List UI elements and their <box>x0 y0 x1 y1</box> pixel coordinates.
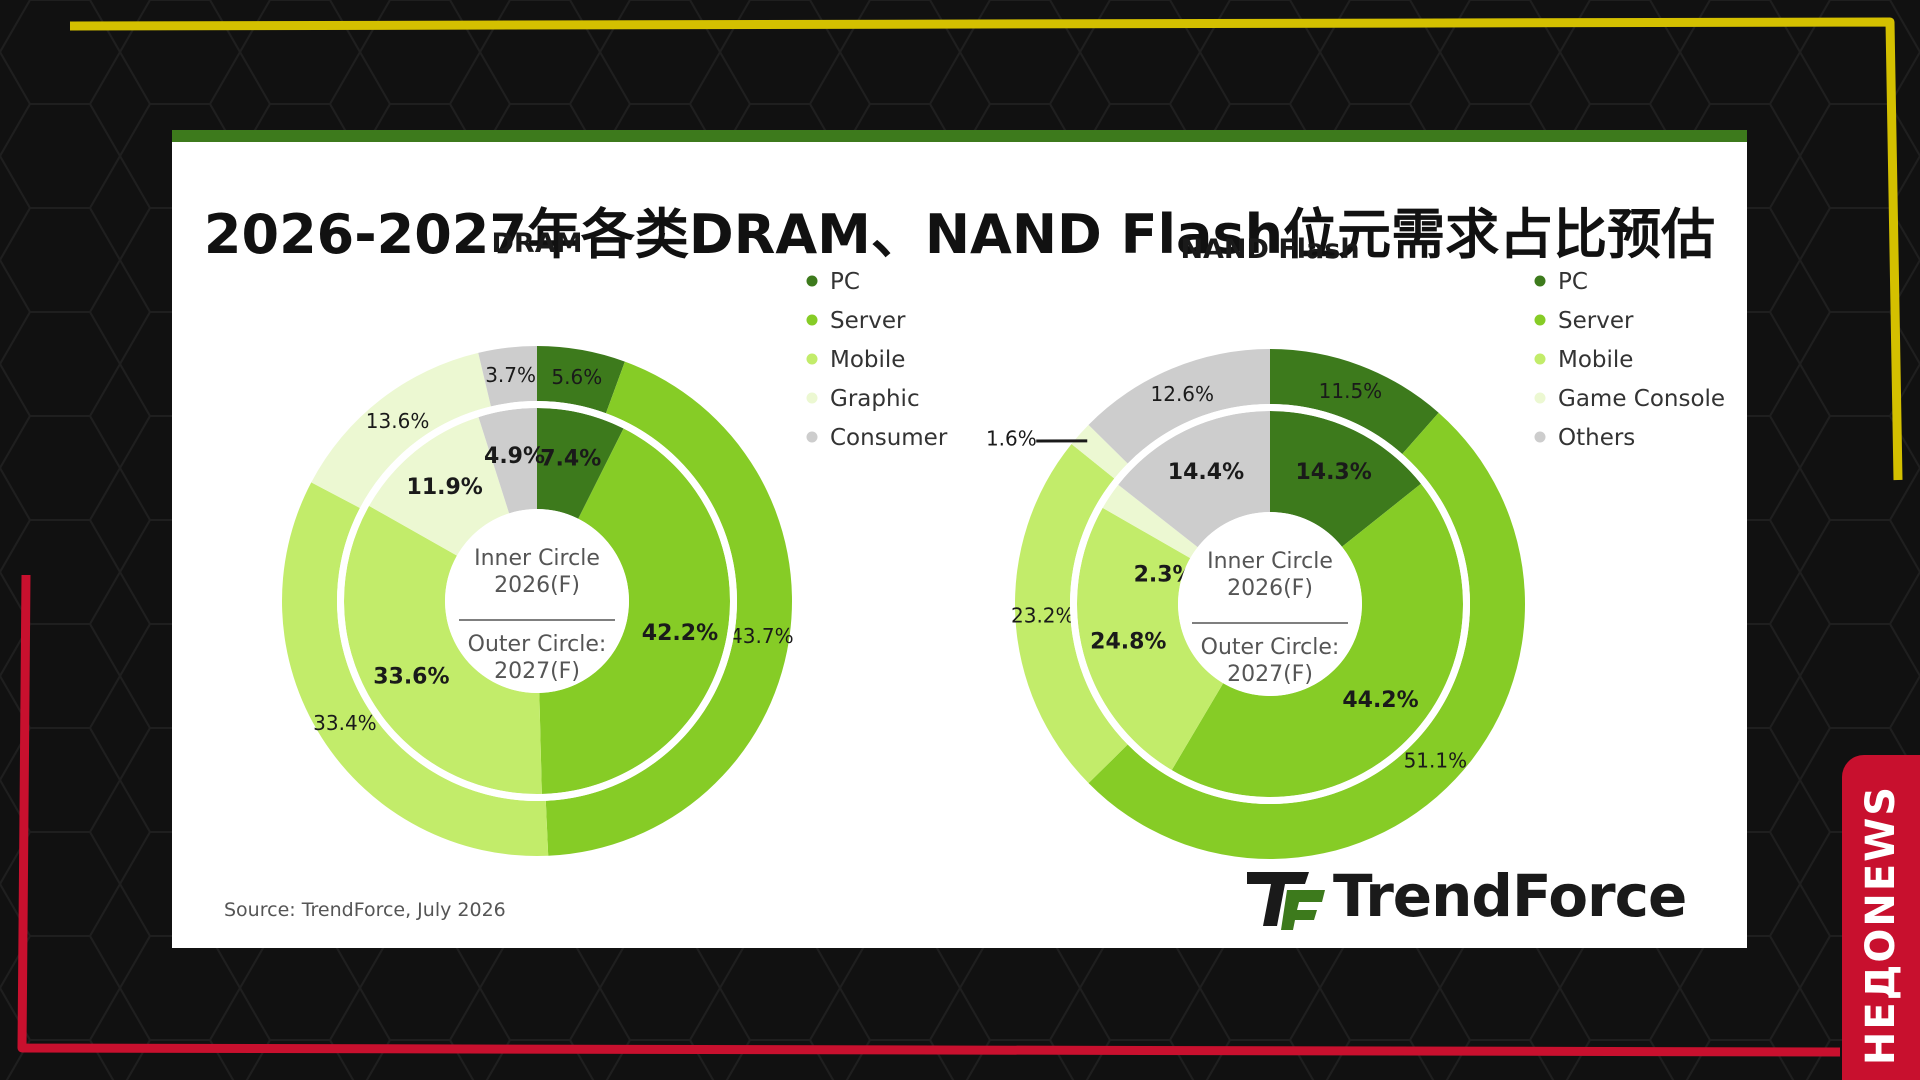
center-label: 2026(F) <box>494 573 580 598</box>
inner-slice-server <box>1171 483 1464 797</box>
legend-item: Graphic <box>830 386 920 412</box>
outer-slice-mobile <box>281 482 549 856</box>
data-label: 33.4% <box>313 711 377 735</box>
news-badge: НЕДОNEWS <box>1842 755 1920 1080</box>
outer-slice-graphic <box>311 352 491 508</box>
outer-slice-server <box>545 361 793 856</box>
trendforce-logo: TrendForce <box>1247 862 1707 934</box>
legend-marker <box>806 392 818 404</box>
data-label: 43.7% <box>730 624 794 648</box>
legend-marker <box>806 314 818 326</box>
outer-slice-consumer <box>478 346 537 407</box>
legend-item: PC <box>1558 269 1588 295</box>
data-label: 11.5% <box>1319 379 1383 403</box>
center-hole <box>445 509 629 693</box>
page-title: 2026-2027年各类DRAM、NAND Flash位元需求占比预估 <box>203 203 1716 266</box>
legend-marker <box>1534 431 1546 443</box>
data-label: 51.1% <box>1404 748 1468 772</box>
outer-slice-pc <box>1270 349 1439 454</box>
data-label: 24.8% <box>1090 629 1166 654</box>
data-label: 42.2% <box>642 621 718 646</box>
center-label: Outer Circle: <box>468 632 607 657</box>
center-label: Inner Circle <box>1207 549 1333 574</box>
trendforce-logo-icon <box>1247 872 1325 930</box>
outer-slice-server <box>1088 412 1526 859</box>
data-label: 3.7% <box>485 363 536 387</box>
legend-item: Server <box>830 308 906 334</box>
chart-1: NAND Flash14.3%44.2%24.8%2.3%14.4%11.5%5… <box>986 234 1725 859</box>
inner-slice-mobile <box>344 505 542 794</box>
inner-slice-consumer <box>478 408 537 514</box>
legend-marker <box>806 353 818 365</box>
data-label: 33.6% <box>373 664 449 689</box>
center-label: 2027(F) <box>1227 662 1313 687</box>
data-label: 14.4% <box>1168 460 1244 485</box>
outer-slice-others <box>1088 349 1270 464</box>
legend-marker <box>806 275 818 287</box>
chart-title: DRAM <box>492 228 583 259</box>
center-label: 2027(F) <box>494 659 580 684</box>
center-hole <box>1178 512 1362 696</box>
outer-slice-pc <box>537 346 625 414</box>
data-label: 1.6% <box>986 427 1037 451</box>
inner-slice-others <box>1118 411 1270 548</box>
legend-item: Mobile <box>1558 347 1633 373</box>
inner-slice-pc <box>537 408 624 519</box>
center-label: Inner Circle <box>474 546 600 571</box>
inner-slice-pc <box>1270 411 1422 547</box>
legend-item: Others <box>1558 425 1635 451</box>
inner-slice-game-console <box>1102 484 1198 559</box>
legend-marker <box>1534 392 1546 404</box>
legend-item: Mobile <box>830 347 905 373</box>
legend-item: Consumer <box>830 425 948 451</box>
legend-item: Server <box>1558 308 1634 334</box>
frame-yellow-line <box>69 17 1903 481</box>
ring-separator <box>337 401 737 801</box>
data-label: 4.9% <box>484 444 545 469</box>
legend-marker <box>1534 353 1546 365</box>
data-label: 13.6% <box>366 409 430 433</box>
inner-slice-graphic <box>369 417 510 556</box>
ring-separator <box>1070 404 1470 804</box>
inner-slice-mobile <box>1077 507 1224 771</box>
brand-name: TrendForce <box>1333 862 1687 930</box>
inner-slice-server <box>539 428 730 794</box>
legend-marker <box>1534 314 1546 326</box>
data-label: 7.4% <box>540 446 601 471</box>
data-label: 14.3% <box>1295 460 1371 485</box>
chart-0: DRAM 7.4% 42.2% 33.6% 11.9%4.9% 5.6% 43.7% 33.4… <box>281 228 948 856</box>
chart-card: 2026-2027年各类DRAM、NAND Flash位元需求占比预估 DRAM… <box>172 130 1747 948</box>
legend-marker <box>1534 275 1546 287</box>
legend-item: PC <box>830 269 860 295</box>
data-label: 44.2% <box>1342 688 1418 713</box>
data-label: 5.6% <box>551 365 602 389</box>
data-label: 23.2% <box>1011 603 1075 627</box>
legend-marker <box>806 431 818 443</box>
data-label: 12.6% <box>1151 382 1215 406</box>
legend-item: Game Console <box>1558 386 1725 412</box>
center-label: 2026(F) <box>1227 576 1313 601</box>
charts-canvas: DRAM 7.4% 42.2% 33.6% 11.9%4.9% 5.6% 43.7% 33.4… <box>281 228 1725 859</box>
source-note: Source: TrendForce, July 2026 <box>224 899 506 921</box>
data-label: 11.9% <box>407 475 483 500</box>
chart-title: NAND Flash <box>1180 234 1359 265</box>
badge-text: НЕДОNEWS <box>1858 784 1904 1066</box>
frame-red-line <box>17 574 1841 1057</box>
outer-slice-game-console <box>1071 424 1128 479</box>
center-label: Outer Circle: <box>1201 635 1340 660</box>
outer-slice-mobile <box>1015 443 1128 784</box>
